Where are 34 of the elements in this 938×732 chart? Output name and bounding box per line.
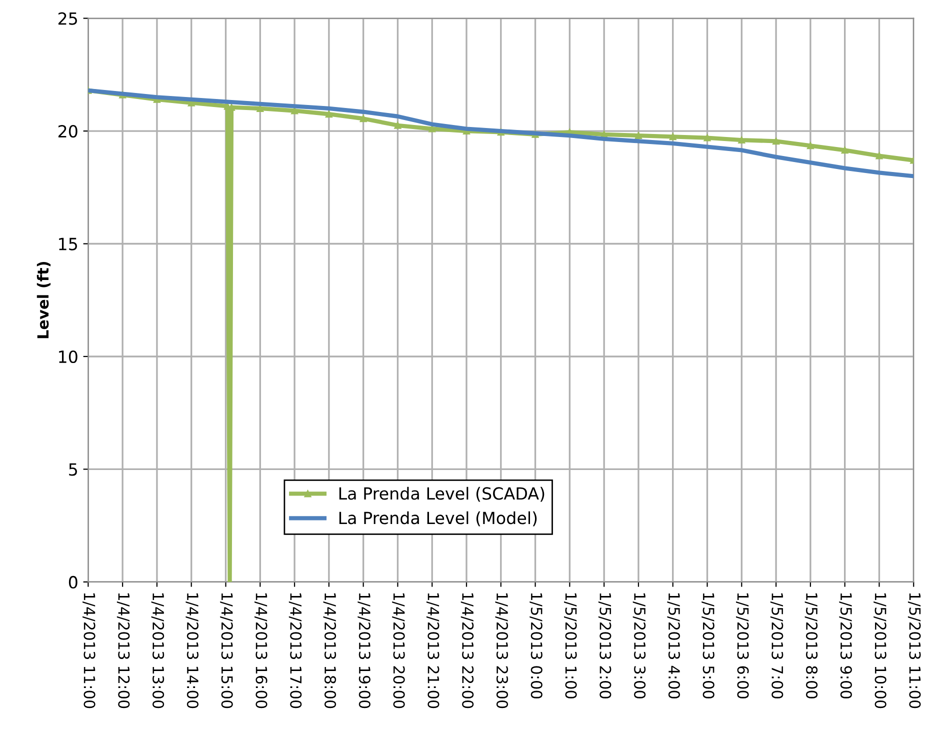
x-tick-label: 1/4/2013 19:00: [358, 593, 370, 708]
y-axis-title: Level (ft): [36, 262, 51, 338]
y-tick-label: 25: [58, 12, 77, 25]
x-tick-label: 1/5/2013 5:00: [702, 593, 714, 698]
x-tick-label: 1/5/2013 1:00: [564, 593, 577, 698]
y-tick-label: 15: [59, 238, 77, 250]
x-tick-label: 1/4/2013 18:00: [323, 593, 336, 708]
x-tick-label: 1/4/2013 21:00: [426, 593, 440, 708]
legend-label: La Prenda Level (Model): [339, 511, 537, 526]
y-tick-label: 5: [69, 463, 77, 476]
x-tick-label: 1/5/2013 10:00: [874, 593, 886, 708]
x-tick-label: 1/4/2013 15:00: [220, 593, 233, 708]
y-tick-label: 0: [68, 576, 78, 589]
x-tick-label: 1/5/2013 3:00: [632, 593, 646, 698]
x-tick-label: 1/5/2013 9:00: [839, 593, 852, 698]
legend-label: La Prenda Level (SCADA): [339, 486, 544, 502]
x-tick-label: 1/5/2013 0:00: [530, 593, 542, 698]
y-tick-label: 10: [59, 350, 78, 364]
x-tick-label: 1/5/2013 4:00: [667, 593, 680, 698]
x-tick-label: 1/5/2013 8:00: [804, 593, 818, 698]
x-tick-label: 1/4/2013 11:00: [82, 593, 96, 708]
y-tick-label: 20: [58, 124, 78, 138]
x-tick-label: 1/5/2013 2:00: [598, 593, 612, 698]
x-tick-label: 1/4/2013 17:00: [288, 593, 302, 708]
x-tick-label: 1/4/2013 22:00: [460, 593, 474, 708]
x-tick-label: 1/4/2013 16:00: [254, 593, 268, 708]
x-tick-label: 1/5/2013 6:00: [736, 593, 749, 698]
x-tick-label: 1/4/2013 20:00: [392, 593, 405, 708]
x-tick-label: 1/5/2013 11:00: [908, 593, 921, 708]
x-tick-label: 1/4/2013 12:00: [116, 593, 130, 708]
x-tick-label: 1/4/2013 23:00: [495, 593, 508, 708]
x-tick-label: 1/4/2013 14:00: [186, 593, 198, 708]
x-tick-label: 1/5/2013 7:00: [770, 593, 784, 698]
x-tick-label: 1/4/2013 13:00: [151, 593, 164, 708]
